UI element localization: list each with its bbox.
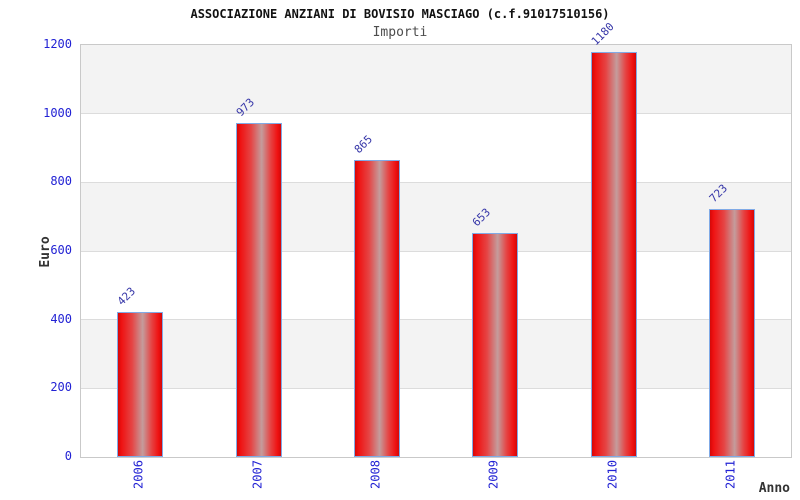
bar-2011 [708,208,755,457]
y-tick-label: 600 [50,243,72,257]
plot-area [80,44,792,458]
bar-2007 [235,122,282,457]
x-tick-label: 2006 [131,460,146,489]
x-tick-label: 2007 [250,460,264,489]
plot-band [81,319,791,389]
x-tick-label: 2009 [486,460,501,489]
y-tick-label: 400 [50,311,72,326]
plot-band [81,45,791,114]
x-tick-label: 2008 [368,460,383,489]
plot-band [81,388,791,457]
plot-band [81,251,791,320]
gridline [81,387,791,389]
y-tick-label: 800 [50,174,72,189]
chart-title: ASSOCIAZIONE ANZIANI DI BOVISIO MASCIAGO… [190,7,610,21]
gridline [81,113,791,115]
gridline [81,181,791,183]
gridline [81,319,791,321]
bar-2009 [472,232,519,457]
plot-band [81,113,791,183]
x-tick-label: 2011 [723,460,738,489]
x-tick-label: 2010 [605,460,619,489]
x-axis-title: Anno [758,481,790,496]
y-tick-label: 1200 [43,37,72,51]
y-tick-label: 0 [64,449,72,463]
gridline [81,250,791,252]
plot-band [81,182,791,251]
chart-subtitle: Importi [372,25,428,40]
bar-2008 [353,160,400,457]
y-tick-label: 1000 [43,105,72,120]
y-tick-label: 200 [50,380,72,395]
bar-2010 [590,51,637,457]
bar-2006 [117,311,164,457]
